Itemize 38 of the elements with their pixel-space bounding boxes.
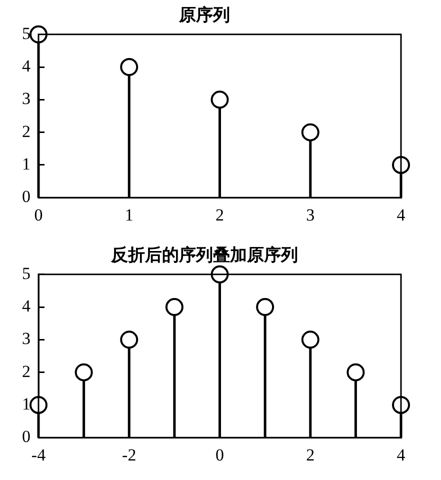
point	[120, 330, 138, 349]
y-tick-label: 1	[22, 154, 30, 174]
point	[74, 363, 93, 382]
y-tick-label: 2	[22, 122, 30, 141]
point	[210, 265, 229, 284]
point	[120, 58, 138, 76]
y-tick-label: 4	[22, 56, 31, 76]
y-tick-label: 5	[22, 264, 30, 283]
y-tick-label: 0	[22, 427, 30, 446]
point	[210, 90, 229, 109]
point	[301, 123, 320, 142]
chart-title: 反折后的序列叠加原序列	[110, 246, 298, 265]
chart-title: 原序列	[178, 6, 230, 25]
x-tick-label: 2	[306, 445, 315, 464]
point	[30, 396, 48, 414]
x-tick-label: -4	[31, 445, 46, 464]
y-tick-label: 3	[22, 89, 30, 108]
x-tick-label: 4	[396, 445, 406, 464]
x-tick-label: 4	[396, 205, 406, 224]
x-tick-label: -2	[122, 445, 136, 464]
x-tick-label: 1	[124, 205, 134, 224]
x-tick-label: 3	[306, 205, 315, 224]
point	[301, 330, 320, 349]
y-tick-label: 3	[22, 329, 30, 348]
y-tick-label: 4	[22, 296, 31, 316]
point	[346, 363, 365, 382]
point	[392, 156, 410, 174]
y-tick-label: 0	[22, 187, 30, 206]
x-tick-label: 0	[216, 445, 224, 464]
point	[30, 25, 48, 44]
point	[392, 396, 410, 414]
point	[256, 298, 274, 316]
y-tick-label: 2	[22, 362, 30, 381]
point	[165, 298, 184, 316]
y-tick-label: 1	[22, 394, 30, 414]
y-tick-label: 5	[22, 24, 30, 43]
x-tick-label: 0	[34, 205, 43, 224]
x-tick-label: 2	[216, 205, 224, 224]
